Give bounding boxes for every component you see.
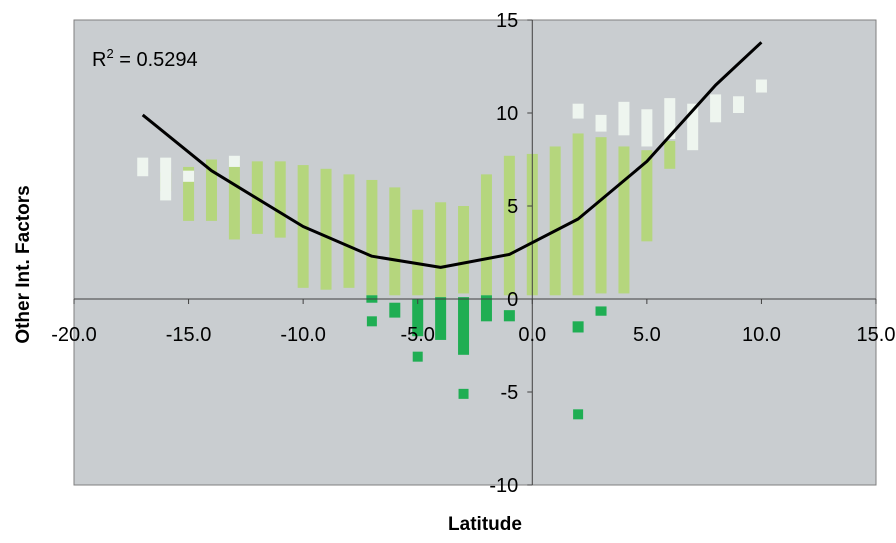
y-axis-title: Other Int. Factors — [13, 185, 34, 343]
data-bar — [572, 103, 584, 119]
x-tick-label: -10.0 — [280, 324, 326, 346]
y-tick-label: 10 — [496, 103, 518, 125]
data-point — [573, 409, 584, 420]
data-bar — [366, 179, 378, 296]
series-pale — [137, 79, 767, 201]
plot-area — [73, 19, 877, 486]
data-bar — [755, 79, 767, 93]
x-axis-ticks: -20.0 -15.0 -10.0 -5.0 0.0 5.0 10.0 15.0 — [51, 299, 895, 346]
r-squared-annotation: R2 = 0.5294 — [92, 46, 198, 71]
data-bar — [595, 137, 607, 294]
data-bar — [618, 101, 630, 136]
data-point — [366, 316, 377, 327]
data-bar — [160, 157, 172, 201]
data-bar — [137, 157, 149, 177]
data-point — [412, 351, 423, 362]
data-bar — [458, 206, 470, 294]
data-bar — [412, 209, 424, 296]
data-bar — [503, 155, 515, 296]
data-bar — [480, 174, 492, 296]
y-tick-label: -5 — [500, 382, 518, 404]
data-bar — [503, 310, 515, 322]
y-tick-label: -10 — [489, 475, 518, 497]
data-bar — [320, 168, 332, 290]
data-bar — [710, 94, 722, 123]
y-tick-label: 5 — [507, 196, 518, 218]
data-bar — [618, 146, 630, 294]
data-bar — [183, 170, 195, 182]
x-tick-label: 10.0 — [742, 324, 781, 346]
data-bar — [458, 297, 470, 355]
data-bar — [595, 306, 607, 316]
r-squared-value: = 0.5294 — [114, 49, 198, 71]
data-bar — [641, 109, 653, 147]
r-squared-prefix: R — [92, 49, 106, 71]
data-bar — [549, 146, 561, 296]
x-tick-label: 5.0 — [633, 324, 661, 346]
data-bar — [435, 297, 447, 340]
data-bar — [389, 187, 401, 296]
data-bar — [687, 103, 699, 151]
data-bar — [228, 159, 240, 240]
data-bar — [228, 155, 240, 167]
data-bar — [183, 166, 195, 221]
data-bar — [274, 161, 286, 238]
data-point — [458, 388, 469, 399]
r-squared-superscript: 2 — [106, 46, 113, 61]
data-bar — [412, 299, 424, 337]
data-bar — [572, 133, 584, 296]
data-bar — [389, 302, 401, 318]
data-bar — [480, 295, 492, 322]
x-tick-label: 0.0 — [518, 324, 546, 346]
data-bar — [733, 96, 745, 113]
data-bar — [572, 321, 584, 333]
x-tick-label: -20.0 — [51, 324, 97, 346]
x-tick-label: -5.0 — [400, 324, 434, 346]
series-dark-green — [366, 295, 607, 420]
x-tick-label: -15.0 — [166, 324, 212, 346]
y-tick-label: 15 — [496, 10, 518, 32]
data-bar — [205, 159, 217, 221]
data-bar — [435, 202, 447, 298]
x-tick-label: 15.0 — [857, 324, 896, 346]
data-bar — [664, 98, 676, 140]
data-bar — [664, 140, 676, 169]
data-bar — [595, 114, 607, 132]
x-axis-title: Latitude — [448, 514, 522, 535]
y-tick-label: 0 — [507, 289, 518, 311]
y-axis-ticks: 15 10 5 0 -5 -10 — [489, 10, 533, 497]
data-bar — [641, 150, 653, 242]
data-bar — [343, 174, 355, 288]
trendline — [141, 41, 763, 269]
